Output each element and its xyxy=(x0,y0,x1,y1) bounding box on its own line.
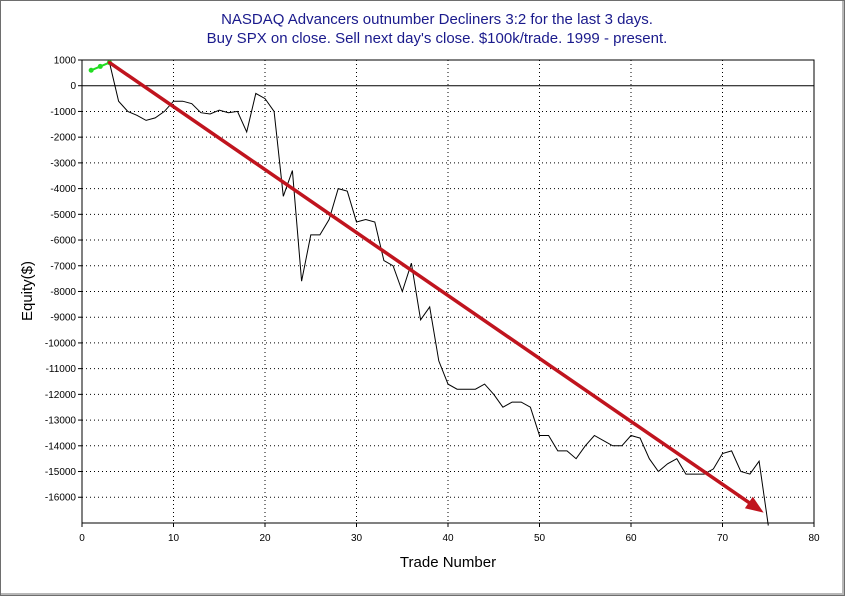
y-axis-label: Equity($) xyxy=(19,261,36,321)
annotation-layer xyxy=(107,60,764,513)
plot-area xyxy=(81,59,815,524)
chart-title-line-1: NASDAQ Advancers outnumber Decliners 3:2… xyxy=(221,11,653,28)
y-tick-label: -9000 xyxy=(50,313,76,324)
y-tick-label: -5000 xyxy=(50,210,76,221)
y-tick-label: 0 xyxy=(70,81,76,92)
y-tick-label: -12000 xyxy=(45,390,77,401)
y-tick-label: 1000 xyxy=(54,56,77,67)
x-tick-label: 30 xyxy=(351,533,363,544)
y-tick-label: -11000 xyxy=(46,364,77,375)
x-tick-label: 40 xyxy=(442,533,454,544)
y-axis-ticks: 1000 0 -1000 -2000 -3000 -4000 -5000 -6000 -7000… xyxy=(45,56,82,504)
y-tick-label: -16000 xyxy=(45,493,77,504)
x-axis-ticks: 0 10 20 30 40 50 60 70 80 xyxy=(79,523,820,544)
initial-trade-point xyxy=(88,67,94,73)
y-tick-label: -10000 xyxy=(45,338,77,349)
y-tick-label: -1000 xyxy=(50,107,76,118)
y-tick-label: -8000 xyxy=(50,287,76,298)
x-tick-label: 50 xyxy=(534,533,546,544)
x-tick-label: 60 xyxy=(625,533,637,544)
y-tick-label: -13000 xyxy=(45,416,77,427)
y-tick-label: -3000 xyxy=(50,158,76,169)
equity-line xyxy=(91,61,769,526)
x-tick-label: 80 xyxy=(808,533,820,544)
chart-title-line-2: Buy SPX on close. Sell next day's close.… xyxy=(207,30,668,47)
x-tick-label: 10 xyxy=(168,533,180,544)
y-tick-label: -7000 xyxy=(50,261,76,272)
x-axis-label: Trade Number xyxy=(400,554,496,571)
y-tick-label: -2000 xyxy=(50,133,76,144)
gridlines xyxy=(82,59,814,523)
x-tick-label: 0 xyxy=(79,533,85,544)
x-tick-label: 20 xyxy=(259,533,271,544)
trend-arrow-head xyxy=(744,496,764,513)
trend-arrow-shaft xyxy=(107,60,751,505)
y-tick-label: -6000 xyxy=(50,236,76,247)
y-tick-label: -14000 xyxy=(45,441,77,452)
y-tick-label: -4000 xyxy=(50,184,76,195)
y-tick-label: -15000 xyxy=(45,467,77,478)
x-tick-label: 70 xyxy=(717,533,729,544)
initial-trade-point xyxy=(97,63,103,69)
